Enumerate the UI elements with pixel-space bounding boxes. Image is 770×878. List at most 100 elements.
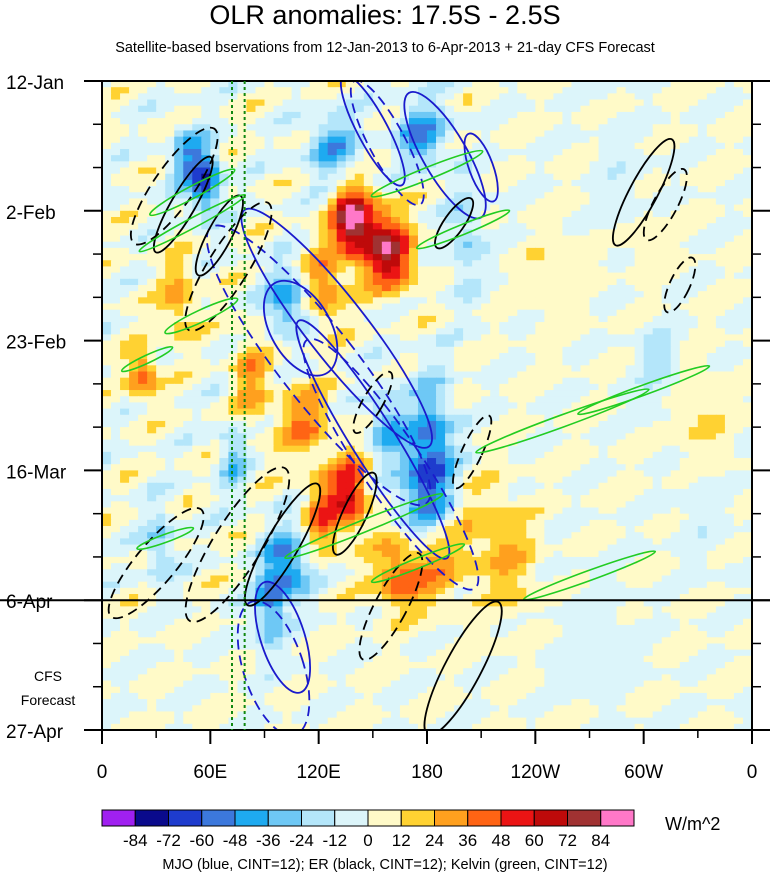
anomaly-cell bbox=[679, 488, 690, 496]
anomaly-cell bbox=[327, 445, 338, 453]
anomaly-cell bbox=[399, 254, 410, 261]
anomaly-cell bbox=[562, 291, 573, 298]
anomaly-cell bbox=[679, 111, 690, 119]
anomaly-cell bbox=[228, 334, 239, 342]
anomaly-cell bbox=[589, 322, 600, 329]
anomaly-cell bbox=[147, 186, 157, 193]
anomaly-cell bbox=[445, 495, 455, 502]
anomaly-cell bbox=[390, 390, 401, 397]
anomaly-cell bbox=[120, 124, 130, 132]
anomaly-cell bbox=[174, 93, 184, 101]
anomaly-cell bbox=[237, 420, 248, 428]
anomaly-cell bbox=[201, 229, 211, 237]
anomaly-cell bbox=[544, 359, 554, 366]
anomaly-cell bbox=[237, 495, 248, 502]
anomaly-cell bbox=[571, 142, 582, 150]
anomaly-cell bbox=[264, 445, 275, 453]
anomaly-cell bbox=[336, 260, 347, 268]
anomaly-cell bbox=[354, 192, 365, 200]
anomaly-cell bbox=[625, 216, 636, 224]
anomaly-cell bbox=[733, 303, 744, 311]
anomaly-cell bbox=[255, 105, 266, 113]
anomaly-cell bbox=[264, 229, 275, 237]
anomaly-cell bbox=[445, 315, 455, 323]
anomaly-cell bbox=[102, 476, 112, 484]
anomaly-cell bbox=[210, 105, 220, 113]
anomaly-cell bbox=[517, 216, 527, 224]
anomaly-cell bbox=[517, 210, 527, 218]
anomaly-cell bbox=[372, 340, 383, 348]
anomaly-cell bbox=[165, 482, 175, 490]
anomaly-cell bbox=[138, 414, 148, 422]
anomaly-cell bbox=[336, 291, 347, 298]
anomaly-cell bbox=[724, 155, 735, 162]
anomaly-cell bbox=[445, 291, 455, 298]
anomaly-cell bbox=[643, 346, 654, 354]
anomaly-cell bbox=[535, 439, 545, 447]
anomaly-cell bbox=[661, 464, 672, 471]
anomaly-cell bbox=[490, 322, 500, 329]
anomaly-cell bbox=[183, 130, 193, 138]
anomaly-cell bbox=[535, 291, 545, 298]
anomaly-cell bbox=[661, 161, 672, 169]
anomaly-cell bbox=[372, 451, 383, 459]
anomaly-cell bbox=[679, 346, 690, 354]
anomaly-cell bbox=[679, 235, 690, 243]
anomaly-cell bbox=[273, 340, 284, 348]
anomaly-cell bbox=[102, 130, 112, 138]
anomaly-cell bbox=[255, 173, 266, 181]
anomaly-cell bbox=[165, 377, 175, 385]
anomaly-cell bbox=[381, 488, 392, 496]
anomaly-cell bbox=[580, 247, 591, 255]
anomaly-cell bbox=[454, 402, 464, 410]
anomaly-cell bbox=[219, 501, 229, 509]
anomaly-cell bbox=[742, 235, 752, 243]
anomaly-cell bbox=[688, 470, 699, 478]
anomaly-cell bbox=[336, 111, 347, 119]
anomaly-cell bbox=[291, 284, 302, 292]
anomaly-cell bbox=[228, 328, 239, 336]
anomaly-cell bbox=[634, 130, 645, 138]
anomaly-cell bbox=[354, 439, 365, 447]
anomaly-cell bbox=[553, 482, 564, 490]
anomaly-cell bbox=[102, 334, 112, 342]
anomaly-cell bbox=[742, 451, 752, 459]
anomaly-cell bbox=[427, 148, 437, 156]
anomaly-cell bbox=[598, 359, 609, 366]
anomaly-cell bbox=[580, 81, 591, 88]
anomaly-cell bbox=[481, 284, 491, 292]
anomaly-cell bbox=[499, 223, 509, 230]
anomaly-cell bbox=[102, 501, 112, 509]
anomaly-cell bbox=[445, 216, 455, 224]
anomaly-cell bbox=[390, 216, 401, 224]
anomaly-cell bbox=[147, 272, 157, 280]
anomaly-cell bbox=[625, 470, 636, 478]
anomaly-cell bbox=[598, 328, 609, 336]
anomaly-cell bbox=[255, 229, 266, 237]
anomaly-cell bbox=[408, 155, 419, 162]
anomaly-cell bbox=[670, 93, 681, 101]
anomaly-cell bbox=[436, 278, 446, 286]
anomaly-cell bbox=[724, 186, 735, 193]
anomaly-cell bbox=[300, 278, 311, 286]
anomaly-cell bbox=[408, 315, 419, 323]
anomaly-cell bbox=[571, 241, 582, 249]
anomaly-cell bbox=[634, 445, 645, 453]
anomaly-cell bbox=[147, 155, 157, 162]
anomaly-cell bbox=[679, 266, 690, 274]
anomaly-cell bbox=[472, 254, 482, 261]
anomaly-cell bbox=[237, 229, 248, 237]
anomaly-cell bbox=[165, 136, 175, 144]
anomaly-cell bbox=[580, 266, 591, 274]
anomaly-cell bbox=[354, 198, 365, 206]
anomaly-cell bbox=[228, 433, 239, 441]
anomaly-cell bbox=[102, 458, 112, 465]
anomaly-cell bbox=[670, 390, 681, 397]
anomaly-cell bbox=[589, 334, 600, 342]
anomaly-cell bbox=[544, 155, 554, 162]
anomaly-cell bbox=[210, 476, 220, 484]
anomaly-cell bbox=[156, 445, 166, 453]
anomaly-cell bbox=[327, 118, 338, 125]
anomaly-cell bbox=[363, 173, 374, 181]
anomaly-cell bbox=[706, 315, 717, 323]
